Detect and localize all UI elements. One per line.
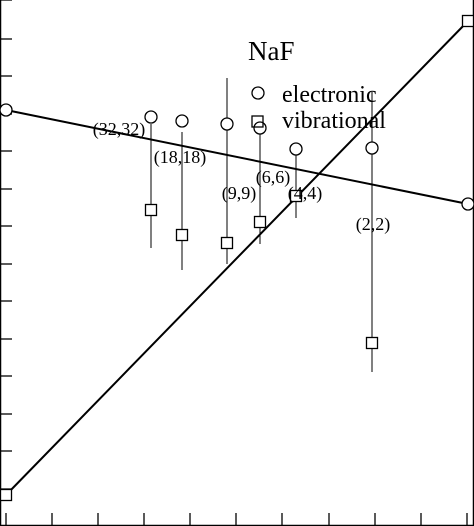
marker-electronic (220, 117, 234, 131)
legend-electronic-marker (251, 86, 265, 100)
marker-electronic (365, 141, 379, 155)
point-label: (32,32) (93, 119, 146, 140)
legend-vibrational-label: vibrational (282, 108, 386, 134)
marker-vibrational (144, 203, 158, 217)
legend-electronic-label: electronic (282, 82, 377, 108)
point-label: (4,4) (288, 183, 323, 204)
error-bars (150, 78, 373, 372)
marker-electronic (253, 121, 267, 135)
marker-electronic (289, 142, 303, 156)
marker-electronic (144, 110, 158, 124)
point-labels: (32,32) (18,18) (9,9)(6,6)(4,4) (2,2) (93, 119, 391, 235)
marker-electronic (175, 114, 189, 128)
fit-lines (5, 20, 469, 496)
point-label: (6,6) (256, 167, 291, 188)
marker-vibrational (175, 228, 189, 242)
marker-vibrational (289, 189, 303, 203)
endpoint-marker-electronic (0, 103, 13, 117)
legend-vibrational-marker (251, 115, 264, 128)
endpoint-marker-vibrational (0, 488, 13, 502)
chart-title: NaF (248, 36, 295, 66)
legend: NaF electronic vibrational (248, 36, 386, 134)
data-markers (0, 14, 474, 502)
marker-vibrational (365, 336, 379, 350)
point-label: (2,2) (356, 214, 391, 235)
endpoint-marker-vibrational (461, 14, 474, 28)
point-label: (9,9) (222, 183, 257, 204)
fit-line-electronic (5, 109, 469, 205)
endpoint-marker-electronic (461, 197, 474, 211)
point-label: (18,18) (154, 147, 207, 168)
marker-vibrational (220, 236, 234, 250)
marker-vibrational (253, 215, 267, 229)
fit-line-vibrational (5, 20, 469, 496)
